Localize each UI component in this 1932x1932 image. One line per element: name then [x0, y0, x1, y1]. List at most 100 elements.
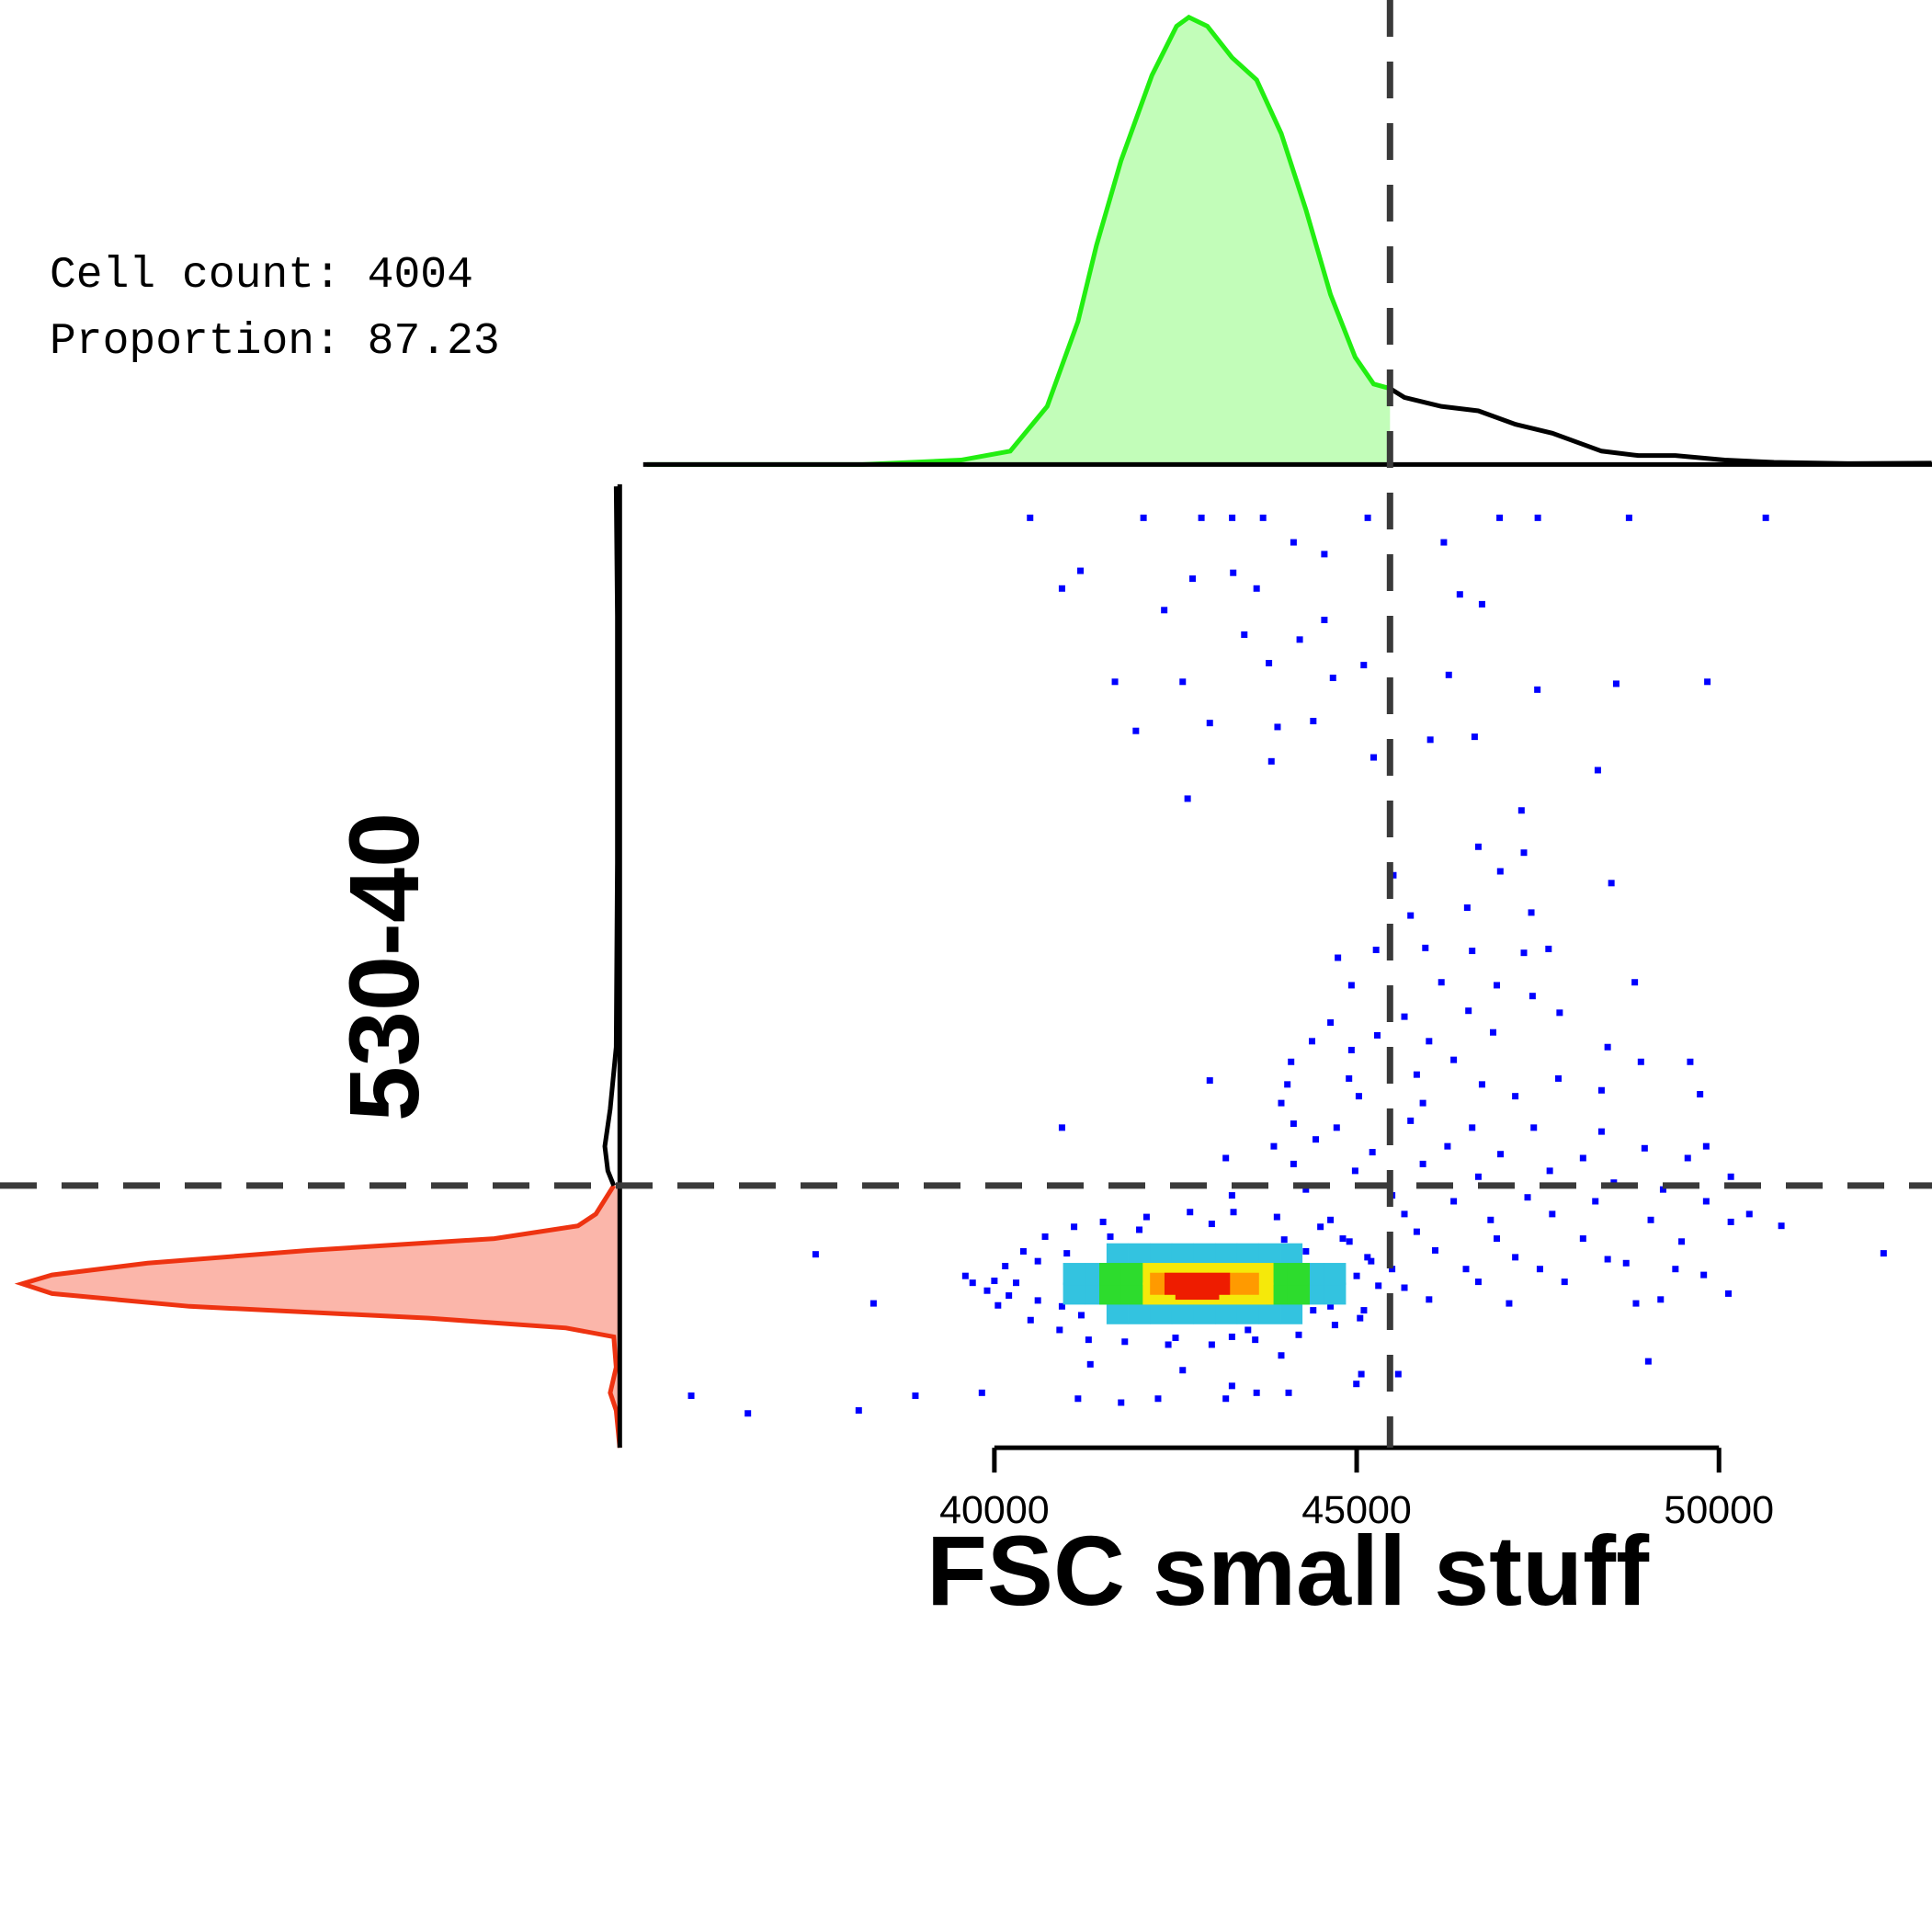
- point: [1215, 1301, 1238, 1324]
- point: [1187, 1209, 1194, 1216]
- point: [1549, 1210, 1556, 1218]
- point: [1317, 1223, 1324, 1231]
- point: [744, 1410, 752, 1417]
- point: [1496, 514, 1504, 521]
- point: [1346, 1238, 1353, 1245]
- point: [1258, 1301, 1281, 1324]
- point: [1321, 616, 1328, 623]
- point: [1333, 1124, 1340, 1131]
- point: [1327, 1216, 1335, 1223]
- point: [1140, 514, 1147, 521]
- point: [1625, 514, 1632, 521]
- point: [1419, 1160, 1426, 1167]
- point: [1426, 1038, 1433, 1045]
- point: [1372, 946, 1380, 953]
- point: [1641, 1144, 1648, 1152]
- point: [1266, 659, 1273, 666]
- point: [1198, 514, 1205, 521]
- point: [1206, 720, 1213, 727]
- annotation: Cell count: 4004: [50, 251, 473, 301]
- point: [1438, 979, 1445, 986]
- point: [1136, 1226, 1143, 1233]
- point: [1274, 723, 1281, 731]
- x-tick-label: 40000: [939, 1488, 1050, 1532]
- y-density-other-line: [602, 486, 620, 1187]
- point: [1622, 1259, 1630, 1267]
- point: [1474, 843, 1482, 850]
- point: [1193, 1301, 1216, 1324]
- point: [1474, 1279, 1482, 1286]
- point: [1592, 1198, 1599, 1205]
- point: [1647, 1216, 1654, 1223]
- point: [1058, 1124, 1065, 1131]
- point: [1684, 1154, 1691, 1162]
- point: [1389, 1266, 1396, 1273]
- point: [1295, 1331, 1302, 1338]
- point: [1236, 1243, 1259, 1266]
- point: [1324, 1263, 1347, 1286]
- point: [1413, 1071, 1420, 1078]
- point: [1612, 680, 1619, 688]
- point: [1353, 1381, 1360, 1388]
- point: [1056, 1326, 1063, 1334]
- point: [1188, 575, 1196, 583]
- point: [1597, 1086, 1605, 1094]
- point: [1222, 1395, 1230, 1403]
- point: [1287, 1282, 1310, 1305]
- point: [1290, 1160, 1297, 1167]
- annotation: Proportion: 87.23: [50, 317, 500, 367]
- point: [1267, 757, 1275, 765]
- point: [1604, 1043, 1611, 1051]
- point: [1236, 1301, 1259, 1324]
- point: [1041, 1233, 1049, 1240]
- point: [1426, 736, 1434, 744]
- point: [1142, 1213, 1150, 1221]
- point: [1278, 1352, 1285, 1359]
- point: [1111, 678, 1119, 686]
- point: [1659, 1186, 1666, 1193]
- point: [1222, 1154, 1230, 1162]
- point: [1278, 1099, 1285, 1107]
- x-tick-label: 50000: [1664, 1488, 1774, 1532]
- point: [994, 1301, 1002, 1309]
- x-tick-label: 45000: [1301, 1488, 1412, 1532]
- point: [1252, 1336, 1259, 1344]
- point: [1529, 993, 1536, 1000]
- point: [1536, 1266, 1543, 1273]
- point: [1419, 1099, 1426, 1107]
- point: [1351, 1167, 1358, 1175]
- point: [1063, 1250, 1071, 1257]
- point: [1369, 1149, 1376, 1156]
- point: [1077, 567, 1085, 574]
- point: [1253, 585, 1260, 592]
- point: [1534, 686, 1541, 693]
- point: [1273, 1213, 1280, 1221]
- point: [1171, 1243, 1194, 1266]
- point: [1407, 1117, 1415, 1124]
- point: [1287, 1263, 1310, 1286]
- point: [1637, 1058, 1644, 1065]
- point: [1285, 1389, 1292, 1396]
- point: [1517, 807, 1525, 814]
- point: [1193, 1243, 1216, 1266]
- point: [1085, 1336, 1092, 1344]
- point: [1280, 1301, 1303, 1324]
- point: [1175, 1278, 1198, 1301]
- point: [1150, 1301, 1173, 1324]
- point: [1099, 1282, 1122, 1305]
- point: [1375, 1282, 1382, 1290]
- point: [1128, 1301, 1151, 1324]
- point: [1335, 954, 1342, 961]
- point: [1063, 1282, 1085, 1305]
- point: [1534, 514, 1541, 521]
- point: [1120, 1263, 1143, 1286]
- point: [1727, 1218, 1734, 1225]
- point: [1118, 1399, 1125, 1406]
- point: [1034, 1257, 1041, 1265]
- point: [978, 1389, 985, 1396]
- point: [1401, 1284, 1408, 1291]
- point: [1236, 1272, 1259, 1295]
- point: [1390, 871, 1397, 879]
